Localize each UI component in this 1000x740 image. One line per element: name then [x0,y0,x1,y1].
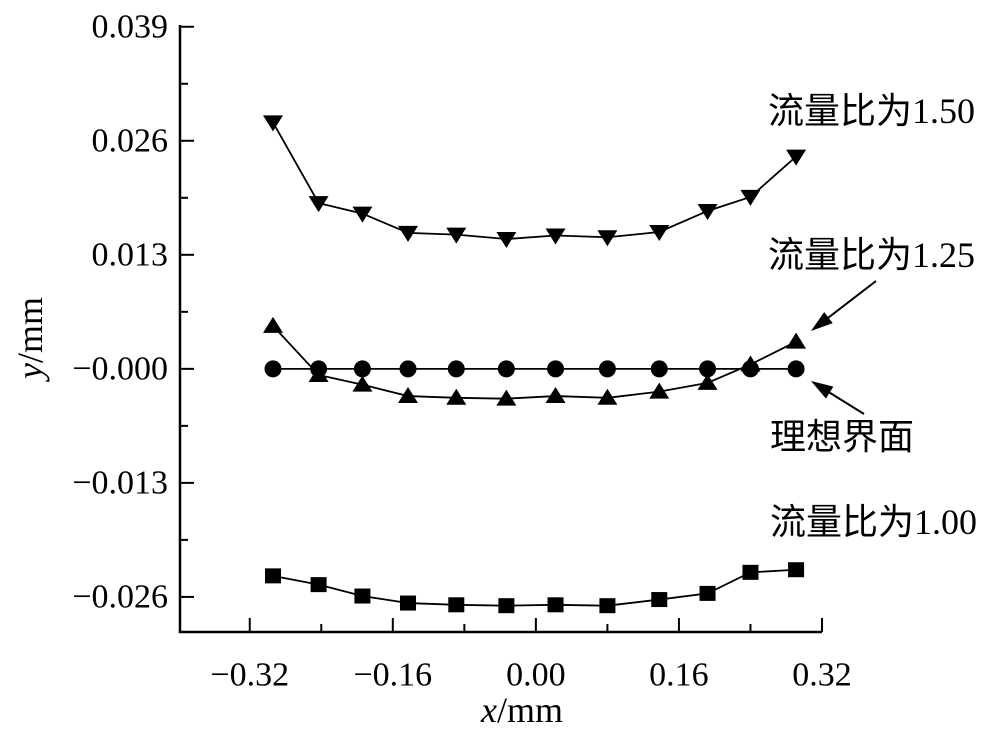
y-tick-label: 0.026 [92,122,169,159]
annotation-label-1: 流量比为1.25 [768,235,975,275]
marker-circle [547,360,565,378]
marker-square [599,598,616,614]
x-axis-variable: x [480,690,497,730]
marker-square [498,598,515,614]
y-tick-label: −0.026 [72,578,168,615]
marker-square [310,577,327,593]
marker-square [547,597,564,613]
x-tick-label: 0.00 [506,657,566,694]
marker-circle [399,360,417,378]
annotation-label-0: 流量比为1.50 [768,91,975,131]
x-tick-label: −0.32 [210,657,289,694]
x-tick-label: 0.16 [649,657,709,694]
marker-triangle-up [446,388,467,405]
marker-triangle-up [597,388,618,405]
marker-circle [310,360,328,378]
series-3-line [272,568,797,607]
marker-circle [264,360,282,378]
y-tick-label: −0.013 [72,464,168,501]
annotation-arrowhead [811,312,833,331]
x-axis-title: x/mm [480,690,563,730]
marker-square [400,595,417,611]
annotation-label-3: 流量比为1.00 [770,502,977,542]
marker-circle [787,360,805,378]
marker-triangle-up [545,387,566,404]
marker-square [448,597,465,613]
annotation-arrow-line [819,280,877,325]
marker-triangle-down [740,189,761,206]
x-tick-label: −0.16 [353,657,432,694]
y-axis-title: y/mm [10,297,50,382]
y-tick-label: −0.000 [72,350,168,387]
y-tick-label: 0.039 [92,8,169,45]
marker-circle [650,360,668,378]
x-tick-label: 0.32 [792,657,852,694]
marker-triangle-down [262,115,283,132]
marker-triangle-down [352,206,373,223]
marker-square [742,564,759,580]
marker-triangle-up [262,316,283,333]
marker-triangle-up [352,375,373,392]
marker-circle [598,360,616,378]
marker-triangle-up [649,382,670,399]
marker-circle [353,360,371,378]
marker-triangle-down [545,228,566,245]
marker-triangle-down [697,203,718,220]
annotation-label-2: 理想界面 [770,417,914,457]
marker-triangle-down [446,227,467,244]
y-axis-unit: /mm [10,297,50,363]
marker-circle [497,360,515,378]
marker-triangle-down [597,230,618,247]
marker-square [699,585,716,601]
marker-triangle-up [697,373,718,390]
marker-triangle-up [398,387,419,404]
x-axis-unit: /mm [497,690,563,730]
marker-triangle-down [308,196,329,213]
marker-circle [699,360,717,378]
annotation-arrowhead [811,381,834,399]
marker-square [788,562,805,578]
marker-triangle-up [496,389,517,406]
series-1-line [272,325,797,400]
marker-triangle-up [786,332,807,349]
marker-square [651,592,668,608]
marker-triangle-down [496,232,517,249]
marker-triangle-down [649,225,670,242]
marker-square [354,588,371,604]
marker-triangle-down [786,149,807,166]
y-axis-variable: y [10,363,50,382]
series-0-line [272,121,797,240]
marker-triangle-down [398,225,419,242]
marker-square [264,568,281,584]
marker-circle [447,360,465,378]
y-tick-label: 0.013 [92,236,169,273]
marker-circle [741,360,759,378]
